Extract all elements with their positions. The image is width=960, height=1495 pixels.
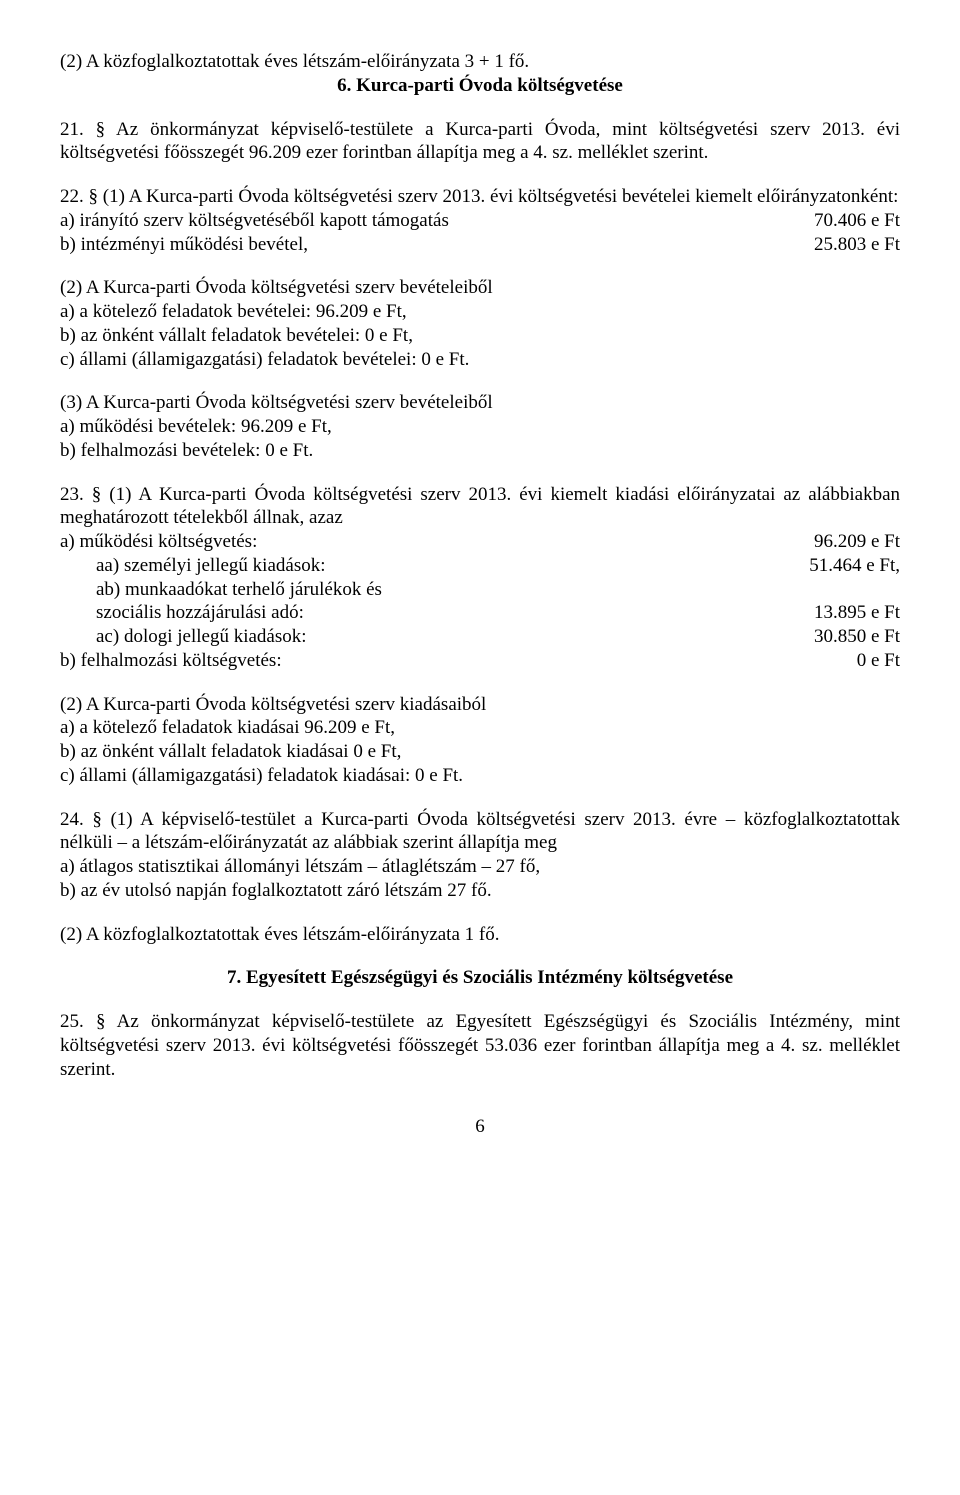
label-23-a: a) működési költségvetés:	[60, 530, 784, 554]
paragraph-24b: b) az év utolsó napján foglalkoztatott z…	[60, 879, 900, 903]
paragraph-22-intro: 22. § (1) A Kurca-parti Óvoda költségvet…	[60, 185, 900, 209]
row-23-ab-line1: ab) munkaadókat terhelő járulékok és	[60, 578, 900, 602]
page-number: 6	[60, 1115, 900, 1139]
block-23-1: 23. § (1) A Kurca-parti Óvoda költségvet…	[60, 483, 900, 673]
value-23-a: 96.209 e Ft	[784, 530, 900, 554]
paragraph-22-2c: c) állami (államigazgatási) feladatok be…	[60, 348, 900, 372]
label-22-b: b) intézményi működési bevétel,	[60, 233, 784, 257]
paragraph-24-intro: 24. § (1) A képviselő-testület a Kurca-p…	[60, 808, 900, 856]
paragraph-22-2b: b) az önként vállalt feladatok bevételei…	[60, 324, 900, 348]
paragraph-25: 25. § Az önkormányzat képviselő-testület…	[60, 1010, 900, 1081]
paragraph-22-3-intro: (3) A Kurca-parti Óvoda költségvetési sz…	[60, 391, 900, 415]
value-23-aa: 51.464 e Ft,	[779, 554, 900, 578]
row-22-b: b) intézményi működési bevétel, 25.803 e…	[60, 233, 900, 257]
label-23-ab-line2: szociális hozzájárulási adó:	[60, 601, 784, 625]
row-23-aa: aa) személyi jellegű kiadások: 51.464 e …	[60, 554, 900, 578]
value-22-b: 25.803 e Ft	[784, 233, 900, 257]
value-23-b: 0 e Ft	[827, 649, 900, 673]
value-23-ac: 30.850 e Ft	[784, 625, 900, 649]
block-23-2: (2) A Kurca-parti Óvoda költségvetési sz…	[60, 693, 900, 788]
paragraph-24-2: (2) A közfoglalkoztatottak éves létszám-…	[60, 923, 900, 947]
label-23-ac: ac) dologi jellegű kiadások:	[60, 625, 784, 649]
row-22-a: a) irányító szerv költségvetéséből kapot…	[60, 209, 900, 233]
label-23-b: b) felhalmozási költségvetés:	[60, 649, 827, 673]
row-23-b: b) felhalmozási költségvetés: 0 e Ft	[60, 649, 900, 673]
paragraph-21: 21. § Az önkormányzat képviselő-testület…	[60, 118, 900, 166]
paragraph-22-2-intro: (2) A Kurca-parti Óvoda költségvetési sz…	[60, 276, 900, 300]
label-22-a: a) irányító szerv költségvetéséből kapot…	[60, 209, 784, 233]
block-22-1: 22. § (1) A Kurca-parti Óvoda költségvet…	[60, 185, 900, 256]
paragraph-22-3b: b) felhalmozási bevételek: 0 e Ft.	[60, 439, 900, 463]
paragraph-23-2a: a) a kötelező feladatok kiadásai 96.209 …	[60, 716, 900, 740]
paragraph-22-3a: a) működési bevételek: 96.209 e Ft,	[60, 415, 900, 439]
label-23-ab-line1: ab) munkaadókat terhelő járulékok és	[60, 579, 382, 600]
value-23-ab: 13.895 e Ft	[784, 601, 900, 625]
row-23-ab-line2: szociális hozzájárulási adó: 13.895 e Ft	[60, 601, 900, 625]
row-23-ac: ac) dologi jellegű kiadások: 30.850 e Ft	[60, 625, 900, 649]
block-22-3: (3) A Kurca-parti Óvoda költségvetési sz…	[60, 391, 900, 462]
row-23-a: a) működési költségvetés: 96.209 e Ft	[60, 530, 900, 554]
block-22-2: (2) A Kurca-parti Óvoda költségvetési sz…	[60, 276, 900, 371]
paragraph-23-2c: c) állami (államigazgatási) feladatok ki…	[60, 764, 900, 788]
paragraph-23-2-intro: (2) A Kurca-parti Óvoda költségvetési sz…	[60, 693, 900, 717]
block-24-1: 24. § (1) A képviselő-testület a Kurca-p…	[60, 808, 900, 903]
label-23-aa: aa) személyi jellegű kiadások:	[60, 554, 779, 578]
value-22-a: 70.406 e Ft	[784, 209, 900, 233]
heading-7-egyesitett: 7. Egyesített Egészségügyi és Szociális …	[60, 966, 900, 990]
heading-6-kurca-parti-ovoda: 6. Kurca-parti Óvoda költségvetése	[60, 74, 900, 98]
paragraph-23-2b: b) az önként vállalt feladatok kiadásai …	[60, 740, 900, 764]
paragraph-24a: a) átlagos statisztikai állományi létszá…	[60, 855, 900, 879]
paragraph-22-2a: a) a kötelező feladatok bevételei: 96.20…	[60, 300, 900, 324]
paragraph-23-intro: 23. § (1) A Kurca-parti Óvoda költségvet…	[60, 483, 900, 531]
paragraph-public-employees-3-1: (2) A közfoglalkoztatottak éves létszám-…	[60, 50, 900, 74]
